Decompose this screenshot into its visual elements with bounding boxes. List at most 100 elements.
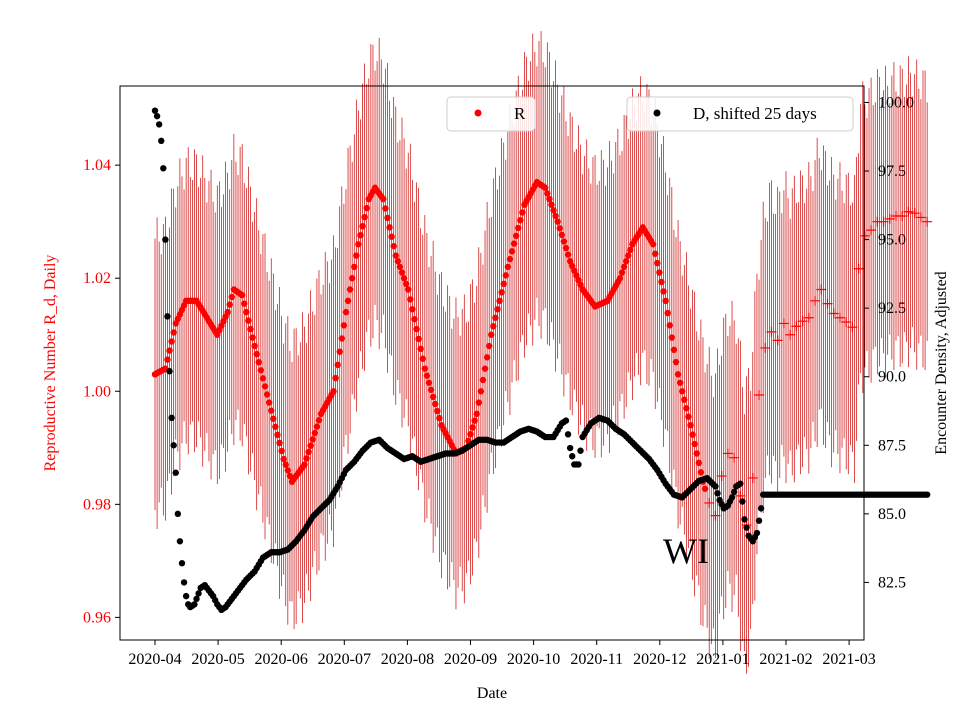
d-point	[730, 488, 738, 496]
r-point	[687, 421, 694, 429]
r-point	[301, 461, 308, 468]
r-point	[498, 289, 505, 296]
r-point	[344, 297, 352, 305]
r-point	[245, 317, 252, 324]
r-point	[409, 306, 416, 313]
r-point	[386, 224, 393, 231]
r-point	[355, 241, 362, 248]
r-estimate-marker	[878, 216, 889, 227]
r-estimate-marker	[853, 263, 864, 274]
r-point	[342, 308, 350, 316]
r-point	[255, 358, 262, 366]
r-point	[554, 218, 561, 225]
r-point	[618, 269, 626, 276]
legend-d[interactable]: D, shifted 25 days	[626, 96, 854, 132]
r-point	[654, 259, 661, 267]
legend-d-label: D, shifted 25 days	[693, 104, 817, 123]
r-point	[332, 374, 339, 382]
r-point	[384, 214, 391, 222]
x-tick-label: 2020-06	[255, 651, 308, 668]
r-point	[330, 388, 337, 395]
r-estimate-marker	[785, 329, 796, 340]
r-point	[361, 213, 368, 221]
x-axis: 2020-04 2020-05 2020-06 2020-07 2020-08 2020-…	[128, 640, 876, 668]
r-point	[388, 233, 395, 240]
r-point	[282, 461, 289, 468]
d-point	[182, 592, 190, 600]
r-point	[340, 322, 348, 329]
r-point	[274, 431, 281, 439]
d-point	[753, 529, 761, 537]
d-point	[575, 461, 582, 468]
right-y-tick-label: 85.0	[878, 506, 906, 523]
legend-r[interactable]: R	[446, 96, 536, 132]
r-point	[263, 391, 271, 398]
r-point	[421, 365, 429, 372]
d-point	[180, 579, 188, 586]
r-estimate-marker	[791, 321, 802, 332]
r-point	[479, 376, 487, 384]
legend-r-label: R	[514, 104, 526, 123]
r-point	[336, 348, 343, 355]
r-point	[407, 296, 414, 303]
r-estimate-marker	[754, 390, 765, 401]
right-y-tick-label: 100.0	[878, 94, 914, 111]
r-point	[500, 280, 507, 288]
r-point	[315, 417, 323, 424]
r-point	[398, 269, 406, 276]
r-point	[243, 308, 250, 316]
r-point	[658, 278, 665, 286]
r-point	[467, 431, 474, 438]
r-estimate-marker	[841, 317, 852, 328]
d-point	[712, 483, 719, 490]
d-point	[195, 590, 202, 597]
r-point	[348, 275, 356, 282]
r-point	[313, 423, 321, 430]
r-point	[270, 415, 277, 422]
left-y-axis: 0.96 0.98 1.00 1.02 1.04	[83, 157, 120, 626]
r-estimate-marker	[704, 497, 715, 508]
r-point	[510, 240, 518, 247]
plot-layer-d-points	[151, 107, 931, 614]
legend-d-box	[626, 96, 854, 132]
r-point	[417, 345, 424, 353]
r-point	[689, 431, 696, 438]
r-point	[351, 263, 358, 271]
r-point	[656, 269, 663, 276]
right-y-tick-label: 82.5	[878, 574, 906, 591]
r-point	[471, 417, 478, 424]
r-estimate-marker	[803, 312, 814, 323]
r-estimate-marker	[772, 335, 783, 346]
right-y-tick-label: 95.0	[878, 232, 906, 249]
left-y-tick-label: 0.96	[83, 609, 111, 626]
r-point	[394, 258, 402, 265]
d-point	[739, 498, 746, 505]
r-point	[672, 358, 680, 366]
r-estimate-marker	[884, 213, 895, 224]
r-point	[674, 371, 682, 378]
r-point	[695, 459, 703, 467]
r-point	[309, 436, 316, 443]
d-point	[714, 490, 721, 497]
r-point	[228, 293, 235, 301]
r-estimate-marker	[834, 312, 845, 323]
r-estimate-marker	[710, 510, 721, 521]
r-point	[303, 455, 310, 462]
r-point	[512, 232, 520, 240]
r-point	[265, 399, 273, 406]
r-point	[166, 347, 173, 354]
r-point	[253, 350, 260, 358]
r-estimate-marker	[903, 206, 914, 217]
r-point	[363, 204, 370, 212]
right-y-tick-label: 97.5	[878, 163, 906, 180]
x-axis-label: Date	[477, 685, 507, 702]
left-y-tick-label: 1.00	[83, 383, 111, 400]
r-point	[164, 356, 171, 363]
r-point	[436, 414, 443, 422]
r-point	[247, 325, 254, 333]
r-point	[544, 190, 551, 197]
x-tick-label: 2020-04	[128, 651, 181, 668]
legend-r-marker	[474, 109, 482, 117]
r-estimate-marker	[866, 225, 877, 236]
r-point	[519, 209, 526, 216]
